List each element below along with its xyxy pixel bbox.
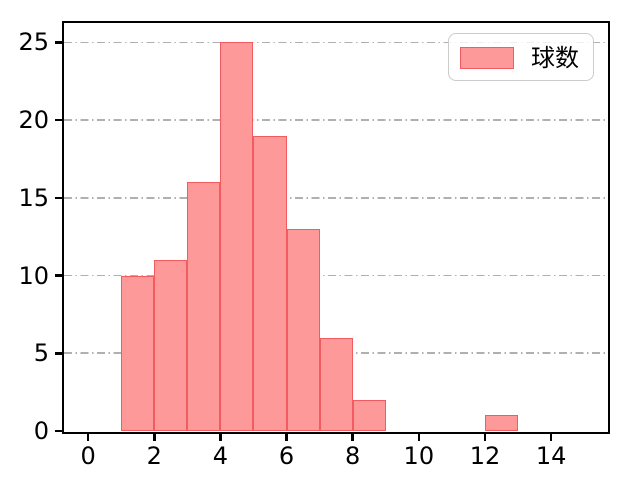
histogram-bar <box>352 399 386 431</box>
x-tick <box>285 433 288 441</box>
x-tick <box>153 433 156 441</box>
histogram-bar <box>253 135 287 431</box>
legend: 球数 <box>448 33 594 81</box>
histogram-bar <box>484 415 519 431</box>
y-tick-label: 20 <box>18 106 49 135</box>
histogram-bar <box>286 228 320 431</box>
x-tick-label: 10 <box>403 442 435 470</box>
histogram-bar <box>187 182 221 431</box>
histogram-bar <box>220 42 254 431</box>
histogram-bar <box>319 337 353 431</box>
x-tick-label: 2 <box>146 442 162 470</box>
y-tick <box>54 196 62 200</box>
x-tick-label: 8 <box>345 442 361 470</box>
y-tick-label: 25 <box>18 28 49 57</box>
grid-line <box>64 119 607 121</box>
x-tick-label: 14 <box>535 442 567 470</box>
x-tick <box>483 433 487 441</box>
y-tick-label: 10 <box>18 261 49 290</box>
legend-swatch <box>460 47 514 69</box>
y-tick <box>54 352 62 355</box>
histogram-bar <box>154 260 188 431</box>
y-tick-label: 0 <box>33 417 49 445</box>
histogram-bar <box>121 275 155 431</box>
y-tick <box>54 41 62 44</box>
x-tick <box>549 433 553 441</box>
x-tick <box>86 433 90 441</box>
y-tick <box>54 118 62 122</box>
grid-line <box>64 41 607 44</box>
y-tick <box>54 429 62 433</box>
x-tick <box>417 433 421 441</box>
x-tick-label: 12 <box>469 442 501 470</box>
y-tick-label: 15 <box>18 183 49 212</box>
grid-line <box>64 197 607 199</box>
y-tick-label: 5 <box>33 339 49 368</box>
x-tick <box>351 433 354 441</box>
x-tick-label: 0 <box>80 442 96 470</box>
y-tick <box>54 274 62 277</box>
x-tick-label: 6 <box>278 442 295 470</box>
x-tick-label: 4 <box>212 442 229 470</box>
grid-line <box>64 274 607 277</box>
x-tick <box>219 433 222 441</box>
legend-label: 球数 <box>531 44 579 72</box>
